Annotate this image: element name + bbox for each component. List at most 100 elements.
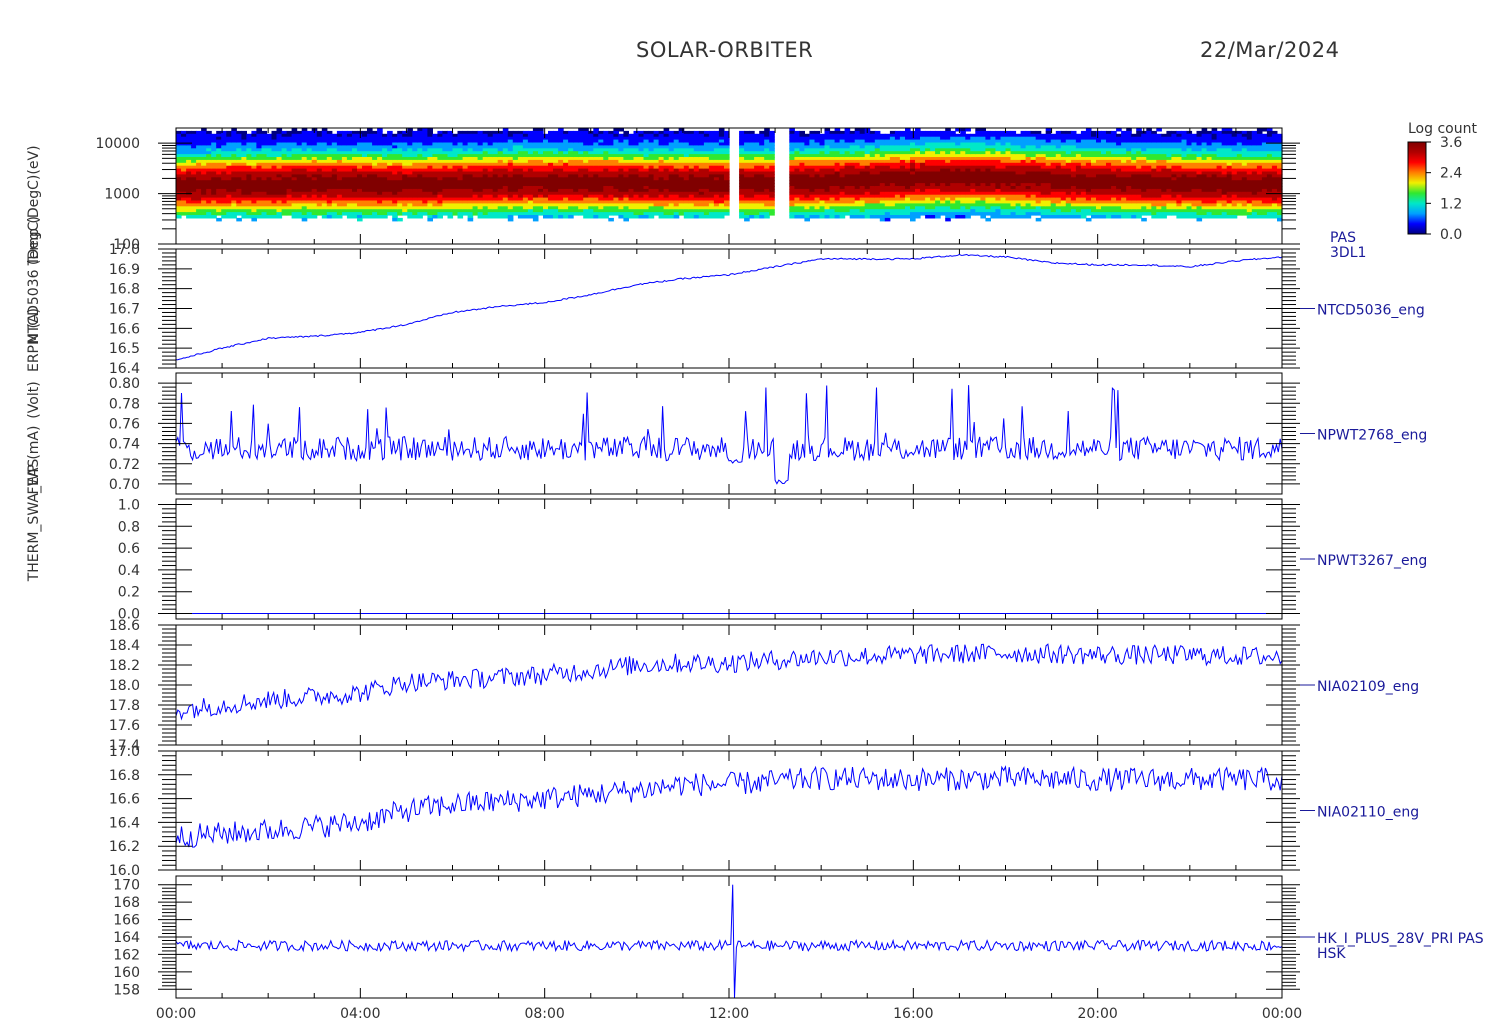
heatmap-cell — [487, 162, 494, 167]
heatmap-cell — [583, 142, 589, 146]
heatmap-cell — [578, 188, 584, 193]
heatmap-cell — [246, 197, 252, 202]
heatmap-cell — [477, 215, 484, 219]
heatmap-cell — [749, 183, 755, 187]
heatmap-cell — [573, 203, 579, 207]
heatmap-cell — [241, 200, 247, 204]
heatmap-cell — [548, 206, 554, 210]
heatmap-cell — [588, 177, 594, 181]
heatmap-cell — [442, 168, 448, 173]
heatmap-cell — [804, 165, 810, 170]
heatmap-cell — [286, 136, 293, 141]
heatmap-cell — [427, 165, 433, 170]
heatmap-cell — [346, 197, 353, 202]
heatmap-cell — [497, 154, 504, 158]
heatmap-cell — [718, 128, 725, 132]
heatmap-cell — [517, 194, 524, 199]
heatmap-cell — [357, 162, 363, 167]
heatmap-cell — [191, 194, 197, 199]
heatmap-cell — [387, 212, 393, 216]
heatmap-cell — [326, 142, 333, 146]
heatmap-cell — [854, 130, 861, 135]
heatmap-cell — [718, 215, 725, 219]
heatmap-cell — [558, 174, 564, 178]
heatmap-cell — [553, 197, 559, 202]
heatmap-cell — [658, 133, 665, 138]
heatmap-cell — [251, 197, 257, 202]
heatmap-cell — [231, 128, 237, 132]
heatmap-cell — [889, 197, 896, 202]
heatmap-cell — [899, 168, 906, 173]
heatmap-cell — [276, 206, 283, 210]
heatmap-cell — [512, 197, 519, 202]
heatmap-cell — [276, 128, 283, 132]
heatmap-cell — [477, 159, 484, 164]
heatmap-cell — [819, 168, 826, 173]
heatmap-cell — [543, 148, 549, 152]
heatmap-cell — [713, 157, 720, 161]
heatmap-cell — [799, 171, 805, 175]
heatmap-cell — [975, 200, 981, 204]
heatmap-cell — [824, 191, 831, 196]
heatmap-cell — [844, 145, 851, 149]
heatmap-cell — [502, 159, 509, 164]
heatmap-cell — [683, 157, 690, 161]
heatmap-cell — [879, 188, 886, 193]
heatmap-cell — [995, 180, 1001, 184]
heatmap-cell — [854, 139, 861, 144]
heatmap-cell — [593, 215, 599, 219]
heatmap-cell — [1010, 154, 1017, 158]
heatmap-cell — [387, 162, 393, 167]
heatmap-cell — [211, 212, 217, 216]
heatmap-cell — [407, 142, 413, 146]
heatmap-cell — [804, 171, 810, 175]
heatmap-cell — [367, 168, 373, 173]
heatmap-cell — [955, 159, 961, 164]
heatmap-cell — [910, 142, 916, 146]
heatmap-cell — [186, 142, 192, 146]
heatmap-cell — [724, 194, 730, 199]
heatmap-cell — [759, 165, 765, 170]
heatmap-cell — [698, 180, 705, 184]
heatmap-cell — [387, 203, 393, 207]
heatmap-cell — [407, 159, 413, 164]
heatmap-cell — [336, 145, 343, 149]
heatmap-cell — [417, 168, 423, 173]
heatmap-cell — [945, 151, 951, 155]
heatmap-cell — [211, 142, 217, 146]
heatmap-cell — [402, 183, 408, 187]
heatmap-cell — [321, 157, 328, 161]
heatmap-cell — [326, 168, 333, 173]
heatmap-cell — [945, 183, 951, 187]
heatmap-cell — [553, 162, 559, 167]
heatmap-cell — [894, 162, 901, 167]
heatmap-cell — [955, 142, 961, 146]
heatmap-cell — [588, 212, 594, 216]
heatmap-cell — [578, 148, 584, 152]
heatmap-cell — [925, 174, 931, 178]
heatmap-cell — [427, 159, 433, 164]
heatmap-cell — [1015, 212, 1022, 216]
heatmap-cell — [869, 206, 876, 210]
heatmap-cell — [281, 171, 288, 175]
heatmap-cell — [452, 209, 459, 213]
heatmap-cell — [457, 194, 464, 199]
heatmap-cell — [336, 200, 343, 204]
heatmap-cell — [1000, 212, 1007, 216]
heatmap-cell — [980, 194, 986, 199]
heatmap-cell — [261, 130, 268, 135]
heatmap-cell — [417, 157, 423, 161]
heatmap-cell — [216, 212, 222, 216]
heatmap-cell — [497, 191, 504, 196]
heatmap-cell — [724, 197, 730, 202]
heatmap-cell — [955, 180, 961, 184]
heatmap-cell — [392, 145, 398, 149]
heatmap-cell — [487, 136, 494, 141]
heatmap-cell — [744, 130, 750, 135]
heatmap-cell — [462, 165, 469, 170]
heatmap-cell — [1010, 186, 1017, 190]
heatmap-cell — [749, 197, 755, 202]
heatmap-cell — [754, 209, 760, 213]
heatmap-cell — [291, 168, 298, 173]
heatmap-cell — [688, 183, 695, 187]
